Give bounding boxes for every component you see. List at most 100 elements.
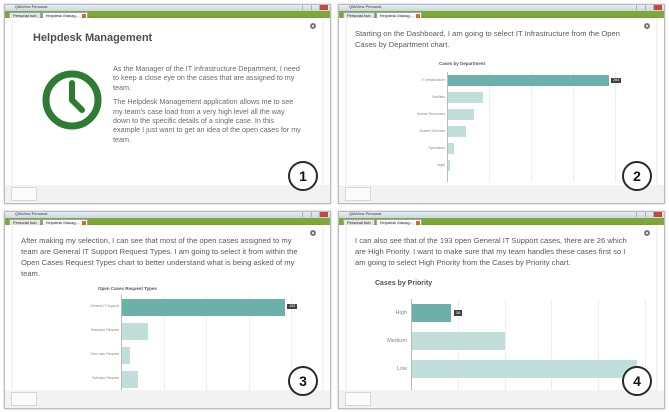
gear-icon[interactable] [644, 230, 650, 236]
bar-legal[interactable] [448, 160, 450, 171]
chart-gridline [531, 72, 532, 182]
intro-paragraph-2: The Helpdesk Management application allo… [113, 97, 301, 144]
step-badge: 4 [622, 366, 652, 396]
clock-icon [42, 70, 102, 130]
category-label[interactable]: General IT Support [90, 304, 119, 308]
chart-title: Cases by Priority [375, 280, 433, 287]
step-badge: 2 [622, 161, 652, 191]
close-tab-icon[interactable] [81, 221, 86, 225]
category-label[interactable]: Medium [387, 338, 407, 344]
tab-helpdesk[interactable]: Helpdesk Manag... [41, 219, 88, 225]
tab-strip: Personal hub Helpdesk Manag... [5, 218, 330, 225]
category-label[interactable]: IT Infrastructure [421, 77, 445, 82]
bar-student-services[interactable] [448, 126, 467, 137]
tab-personal-hub[interactable]: Personal hub [9, 12, 41, 18]
step-text: I can also see that of the 193 open Gene… [355, 236, 627, 267]
bar-hardware-request[interactable] [122, 322, 149, 340]
bar-low[interactable] [412, 360, 637, 378]
step-2-panel: QlikView Personal Personal hub Helpdesk … [338, 4, 665, 204]
category-label[interactable]: Legal [436, 162, 445, 167]
intro-paragraph-1: As the Manager of the IT Infrastructure … [113, 64, 300, 92]
step-text: Starting on the Dashboard, I am going to… [355, 29, 620, 49]
category-label[interactable]: New User Request [90, 352, 119, 356]
close-tab-icon[interactable] [81, 14, 86, 18]
step-text: After making my selection, I can see tha… [21, 236, 298, 278]
bar-operations[interactable] [448, 143, 455, 154]
thumbnail [345, 187, 371, 201]
bar-it-infrastructure[interactable] [448, 75, 610, 86]
step-badge: 3 [288, 366, 318, 396]
app-page: After making my selection, I can see tha… [13, 225, 322, 405]
bar-general-it-support[interactable] [122, 298, 286, 316]
gear-icon[interactable] [310, 23, 316, 29]
step-3-panel: QlikView Personal Personal hub Helpdesk … [4, 211, 331, 409]
window-title: QlikView Personal [15, 211, 48, 216]
tab-personal-hub[interactable]: Personal hub [9, 219, 41, 225]
tab-helpdesk-label: Helpdesk Manag... [45, 13, 79, 18]
tab-helpdesk-label: Helpdesk Manag... [379, 13, 413, 18]
bottom-bar [5, 185, 330, 203]
chart-title: Open Cases Request Types [98, 286, 157, 291]
category-label[interactable]: Hardware Request [90, 328, 119, 332]
tab-helpdesk-label: Helpdesk Manag... [379, 220, 413, 225]
chart-gridline [504, 299, 506, 399]
tab-helpdesk[interactable]: Helpdesk Manag... [41, 12, 88, 18]
app-page: Starting on the Dashboard, I am going to… [347, 18, 656, 198]
request-types-chart: General IT Support 193 Hardware Request New… [85, 295, 298, 405]
gear-icon[interactable] [644, 23, 650, 29]
value-tooltip: 264 [611, 77, 622, 83]
category-label[interactable]: Human Resources [416, 111, 445, 116]
value-tooltip: 193 [287, 304, 298, 309]
value-tooltip: 26 [453, 310, 463, 316]
thumbnail [11, 392, 37, 406]
chart-gridline [573, 72, 574, 182]
department-chart: IT Infrastructure 264 Facilities Human Reso… [416, 72, 622, 182]
tab-strip: Personal hub Helpdesk Manag... [339, 11, 664, 18]
close-tab-icon[interactable] [415, 221, 420, 225]
window-titlebar: QlikView Personal [5, 5, 330, 11]
tab-helpdesk[interactable]: Helpdesk Manag... [375, 219, 422, 225]
close-tab-icon[interactable] [415, 14, 420, 18]
bar-new-user-request[interactable] [122, 346, 131, 364]
bar-software-request[interactable] [122, 370, 139, 388]
tab-personal-hub[interactable]: Personal hub [343, 219, 375, 225]
tab-personal-hub[interactable]: Personal hub [343, 12, 375, 18]
chart-axis [411, 299, 412, 399]
bar-high[interactable] [412, 304, 451, 322]
chart-gridline [206, 295, 207, 405]
gear-icon[interactable] [310, 230, 316, 236]
window-title: QlikView Personal [349, 4, 382, 9]
thumbnail [345, 392, 371, 406]
priority-chart: High 26 Medium Low [387, 299, 649, 399]
bar-medium[interactable] [412, 332, 505, 350]
bottom-bar [5, 390, 330, 408]
chart-gridline [551, 299, 553, 399]
chart-gridline [291, 295, 292, 405]
window-controls[interactable] [636, 212, 663, 217]
category-label[interactable]: Facilities [431, 94, 445, 99]
tab-helpdesk[interactable]: Helpdesk Manag... [375, 12, 422, 18]
tab-strip: Personal hub Helpdesk Manag... [339, 218, 664, 225]
bottom-bar [339, 185, 664, 203]
bottom-bar [339, 390, 664, 408]
window-controls[interactable] [302, 5, 329, 10]
category-label[interactable]: Low [396, 366, 407, 372]
category-label[interactable]: Software Request [92, 376, 119, 380]
chart-axis [447, 72, 448, 182]
thumbnail [11, 187, 37, 201]
bar-facilities[interactable] [448, 92, 484, 103]
category-label[interactable]: Operations [428, 145, 445, 150]
chart-axis [121, 295, 122, 405]
step-4-panel: QlikView Personal Personal hub Helpdesk … [338, 211, 665, 409]
chart-title: Cases by Department [439, 61, 486, 66]
chart-gridline [248, 295, 250, 405]
bar-human-resources[interactable] [448, 109, 474, 120]
window-controls[interactable] [636, 5, 663, 10]
window-controls[interactable] [302, 212, 329, 217]
page-title: Helpdesk Management [33, 32, 153, 44]
chart-gridline [163, 295, 165, 405]
window-title: QlikView Personal [349, 211, 382, 216]
intro-text: As the Manager of the IT Infrastructure … [113, 64, 303, 149]
category-label[interactable]: Student Services [419, 128, 445, 133]
category-label[interactable]: High [395, 310, 407, 316]
